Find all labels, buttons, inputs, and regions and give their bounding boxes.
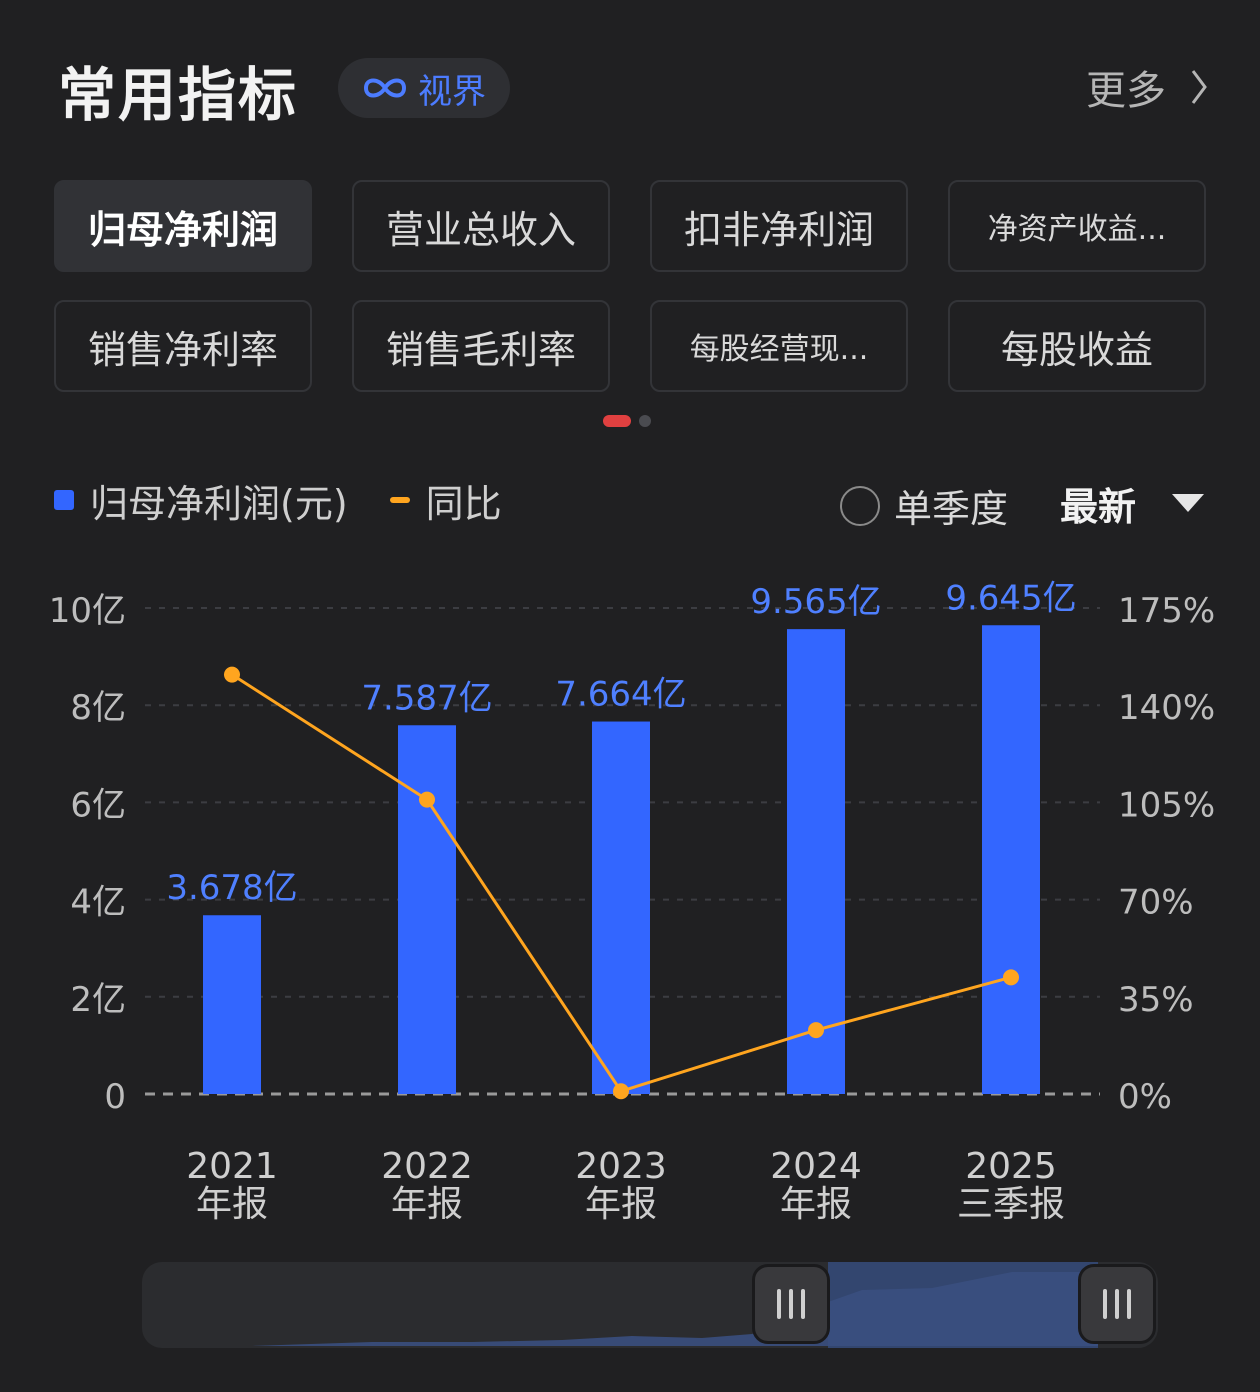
bar-value-label: 7.664亿 <box>555 675 686 715</box>
x-tick-sublabel: 年报 <box>585 1184 657 1225</box>
page-dot <box>639 415 651 427</box>
single-quarter-label: 单季度 <box>894 487 1009 531</box>
metric-tabs: 归母净利润 营业总收入 扣非净利润 净资产收益... 销售净利率 销售毛利率 每股经营现..… <box>54 180 1206 392</box>
x-tick-label: 2023 <box>575 1146 667 1187</box>
yoy-point <box>613 1083 629 1100</box>
x-tick-sublabel: 三季报 <box>957 1184 1065 1225</box>
tab-metric[interactable]: 每股收益 <box>948 300 1206 392</box>
bar-legend-swatch <box>54 490 74 510</box>
y-right-tick-label: 175% <box>1118 591 1215 631</box>
y-right-tick-label: 70% <box>1118 883 1194 923</box>
x-tick-label: 2021 <box>186 1146 278 1187</box>
caret-down-icon <box>1172 493 1205 512</box>
range-end-handle[interactable] <box>1078 1264 1156 1344</box>
bar-value-label: 9.645亿 <box>945 578 1076 618</box>
infinity-icon <box>363 78 407 98</box>
latest-label: 最新 <box>1060 485 1137 529</box>
x-tick-sublabel: 年报 <box>391 1184 463 1225</box>
view-label: 视界 <box>418 71 486 112</box>
tab-metric[interactable]: 销售净利率 <box>54 300 312 392</box>
bar-value-label: 9.565亿 <box>750 582 881 622</box>
range-start-handle[interactable] <box>752 1264 830 1344</box>
tab-metric[interactable]: 扣非净利润 <box>650 180 908 272</box>
yoy-point <box>808 1022 824 1039</box>
line-legend-label: 同比 <box>425 481 502 526</box>
tab-metric[interactable]: 销售毛利率 <box>352 300 610 392</box>
yoy-point <box>224 666 240 683</box>
radio-icon <box>840 485 880 526</box>
more-label: 更多 <box>1086 68 1166 114</box>
range-slider[interactable] <box>142 1262 1158 1348</box>
chevron-right-icon <box>1191 70 1207 104</box>
tab-metric[interactable]: 净资产收益... <box>948 180 1206 272</box>
page-dot-active <box>603 415 631 427</box>
tab-metric[interactable]: 营业总收入 <box>352 180 610 272</box>
x-tick-sublabel: 年报 <box>780 1184 852 1225</box>
y-left-tick-label: 8亿 <box>70 688 126 728</box>
bar-value-label: 7.587亿 <box>361 678 492 718</box>
y-left-tick-label: 2亿 <box>70 980 126 1020</box>
line-legend-swatch <box>389 497 410 503</box>
x-tick-label: 2025 <box>965 1146 1057 1187</box>
y-left-tick-label: 10亿 <box>49 591 126 631</box>
tab-metric[interactable]: 归母净利润 <box>54 180 312 272</box>
range-overview <box>179 1262 1098 1348</box>
bar <box>982 625 1040 1094</box>
bar <box>787 629 845 1094</box>
latest-dropdown[interactable]: 最新 <box>1060 476 1205 531</box>
bar <box>203 915 261 1094</box>
bar <box>592 721 650 1094</box>
page-title: 常用指标 <box>58 61 299 129</box>
yoy-point <box>1003 969 1019 986</box>
view-button[interactable]: 视界 <box>338 58 510 118</box>
bar-value-label: 3.678亿 <box>166 868 297 908</box>
y-right-tick-label: 0% <box>1118 1077 1172 1117</box>
range-area <box>179 1264 1098 1346</box>
y-right-tick-label: 140% <box>1118 688 1215 728</box>
y-left-tick-label: 4亿 <box>70 883 126 923</box>
page-indicator <box>603 415 651 427</box>
chart-legend: 归母净利润(元) 同比 <box>54 470 502 530</box>
bar <box>398 725 456 1094</box>
x-tick-label: 2022 <box>381 1146 473 1187</box>
more-link[interactable]: 更多 <box>1086 58 1208 116</box>
y-left-tick-label: 6亿 <box>70 785 126 825</box>
y-right-tick-label: 105% <box>1118 785 1215 825</box>
header: 常用指标 视界 更多 <box>0 0 1260 170</box>
x-tick-sublabel: 年报 <box>196 1184 268 1225</box>
yoy-point <box>419 791 435 808</box>
y-right-tick-label: 35% <box>1118 980 1194 1020</box>
bar-legend-label: 归母净利润(元) <box>90 481 348 526</box>
y-left-tick-label: 0 <box>104 1077 126 1117</box>
x-tick-label: 2024 <box>770 1146 862 1187</box>
single-quarter-toggle[interactable]: 单季度 <box>840 478 1008 533</box>
tab-metric[interactable]: 每股经营现... <box>650 300 908 392</box>
profit-chart: 0 2亿 4亿 6亿 8亿 10亿 0% 35% 70% 105% 140% 175% 3.678亿 7.… <box>49 578 1215 1225</box>
